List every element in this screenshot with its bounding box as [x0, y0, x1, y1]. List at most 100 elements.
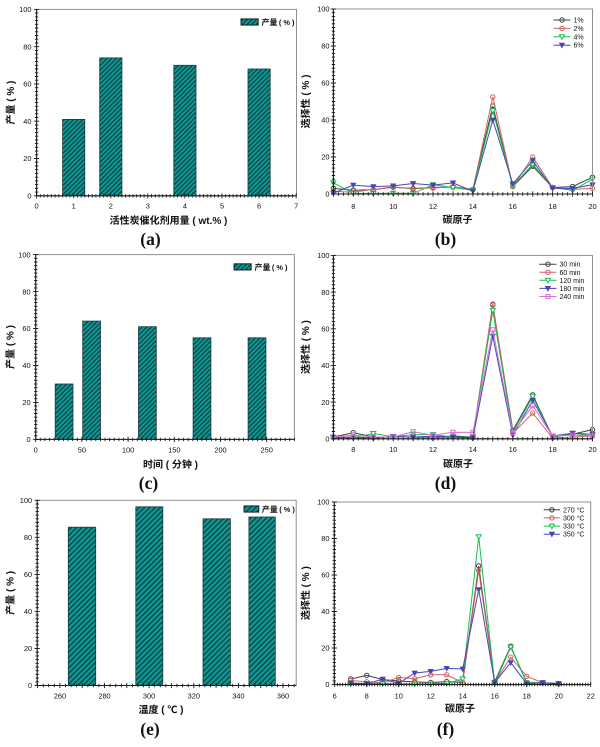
svg-text:10: 10: [395, 691, 403, 700]
svg-text:0: 0: [325, 680, 329, 689]
svg-text:100: 100: [18, 250, 30, 259]
svg-text:(: (: [159, 705, 168, 716]
svg-text:20: 20: [588, 202, 596, 211]
svg-text:10: 10: [389, 445, 397, 454]
svg-text:( % ): ( % ): [301, 566, 312, 590]
svg-text:40: 40: [321, 116, 329, 125]
svg-text:60: 60: [321, 79, 329, 88]
svg-text:150: 150: [168, 445, 180, 454]
svg-text:0: 0: [28, 681, 32, 690]
svg-text:( % ): ( % ): [279, 18, 295, 27]
svg-text:20: 20: [555, 691, 563, 700]
svg-text:8: 8: [365, 691, 369, 700]
svg-text:20: 20: [588, 445, 596, 454]
svg-text:270 °C: 270 °C: [563, 506, 584, 514]
svg-text:40: 40: [321, 361, 329, 370]
svg-text:(: (: [163, 460, 172, 471]
svg-text:180 min: 180 min: [560, 286, 585, 293]
svg-text:40: 40: [24, 607, 32, 616]
svg-text:40: 40: [22, 361, 30, 370]
svg-text:2%: 2%: [574, 26, 584, 33]
svg-text:200: 200: [214, 445, 226, 454]
svg-text:( % ): ( % ): [272, 263, 288, 272]
svg-text:0: 0: [325, 435, 329, 444]
svg-text:60: 60: [24, 570, 32, 579]
svg-text:5: 5: [220, 202, 224, 211]
svg-text:0: 0: [34, 445, 38, 454]
svg-text:60: 60: [321, 325, 329, 334]
svg-text:( wt.% ): ( wt.% ): [190, 216, 228, 227]
svg-text:60: 60: [321, 571, 329, 580]
svg-text:20: 20: [24, 644, 32, 653]
svg-text:20: 20: [321, 644, 329, 653]
svg-text:100: 100: [122, 445, 134, 454]
svg-text:12: 12: [427, 691, 435, 700]
svg-text:(c): (c): [139, 473, 159, 493]
svg-text:4: 4: [183, 202, 187, 211]
svg-text:( % ): ( % ): [301, 75, 312, 99]
svg-text:0: 0: [35, 202, 39, 211]
svg-text:80: 80: [321, 42, 329, 51]
svg-text:20: 20: [23, 154, 31, 163]
svg-text:7: 7: [294, 202, 298, 211]
svg-text:10: 10: [389, 202, 397, 211]
svg-text:100: 100: [20, 496, 32, 505]
svg-text:1%: 1%: [574, 18, 584, 25]
svg-text:( % ): ( % ): [6, 81, 17, 105]
svg-text:100: 100: [317, 498, 329, 507]
svg-text:( % ): ( % ): [279, 505, 295, 514]
svg-text:360: 360: [277, 691, 289, 700]
svg-text:300: 300: [143, 691, 155, 700]
svg-text:16: 16: [509, 202, 517, 211]
svg-text:18: 18: [548, 202, 556, 211]
svg-text:260: 260: [54, 691, 66, 700]
svg-text:8: 8: [351, 445, 355, 454]
svg-text:40: 40: [23, 117, 31, 126]
svg-text:0: 0: [26, 435, 30, 444]
svg-text:60: 60: [22, 324, 30, 333]
svg-text:300 °C: 300 °C: [563, 514, 584, 522]
svg-text:30 min: 30 min: [560, 262, 581, 269]
svg-text:14: 14: [469, 202, 477, 211]
svg-text:2: 2: [109, 202, 113, 211]
svg-text:20: 20: [22, 398, 30, 407]
svg-text:100: 100: [317, 5, 329, 14]
svg-text:22: 22: [587, 691, 595, 700]
svg-text:14: 14: [469, 445, 477, 454]
svg-text:240 min: 240 min: [560, 294, 585, 301]
svg-text:80: 80: [321, 288, 329, 297]
svg-text:280: 280: [98, 691, 110, 700]
svg-text:( % ): ( % ): [301, 320, 312, 344]
svg-text:6: 6: [333, 691, 337, 700]
svg-text:0: 0: [27, 192, 31, 201]
svg-text:(d): (d): [435, 473, 457, 493]
svg-text:14: 14: [459, 691, 467, 700]
svg-text:( % ): ( % ): [6, 571, 17, 595]
svg-text:80: 80: [321, 534, 329, 543]
svg-text:(b): (b): [435, 229, 457, 249]
svg-text:80: 80: [23, 42, 31, 51]
svg-text:18: 18: [548, 445, 556, 454]
svg-text:12: 12: [429, 445, 437, 454]
svg-text:350 °C: 350 °C: [563, 531, 584, 539]
svg-text:60 min: 60 min: [560, 270, 581, 277]
svg-text:80: 80: [24, 533, 32, 542]
svg-text:340: 340: [232, 691, 244, 700]
svg-text:(f): (f): [437, 719, 455, 739]
svg-text:(e): (e): [140, 719, 160, 739]
svg-text:( % ): ( % ): [6, 325, 17, 349]
svg-text:20: 20: [321, 398, 329, 407]
svg-text:20: 20: [321, 153, 329, 162]
svg-text:50: 50: [78, 445, 86, 454]
svg-text:0: 0: [325, 190, 329, 199]
svg-text:40: 40: [321, 607, 329, 616]
svg-text:320: 320: [188, 691, 200, 700]
svg-text:6%: 6%: [574, 43, 584, 50]
svg-text:6: 6: [257, 202, 261, 211]
svg-text:330 °C: 330 °C: [563, 523, 584, 531]
svg-text:): ): [192, 460, 198, 471]
svg-text:16: 16: [491, 691, 499, 700]
svg-text:60: 60: [23, 80, 31, 89]
svg-text:): ): [177, 705, 183, 716]
svg-text:3: 3: [146, 202, 150, 211]
